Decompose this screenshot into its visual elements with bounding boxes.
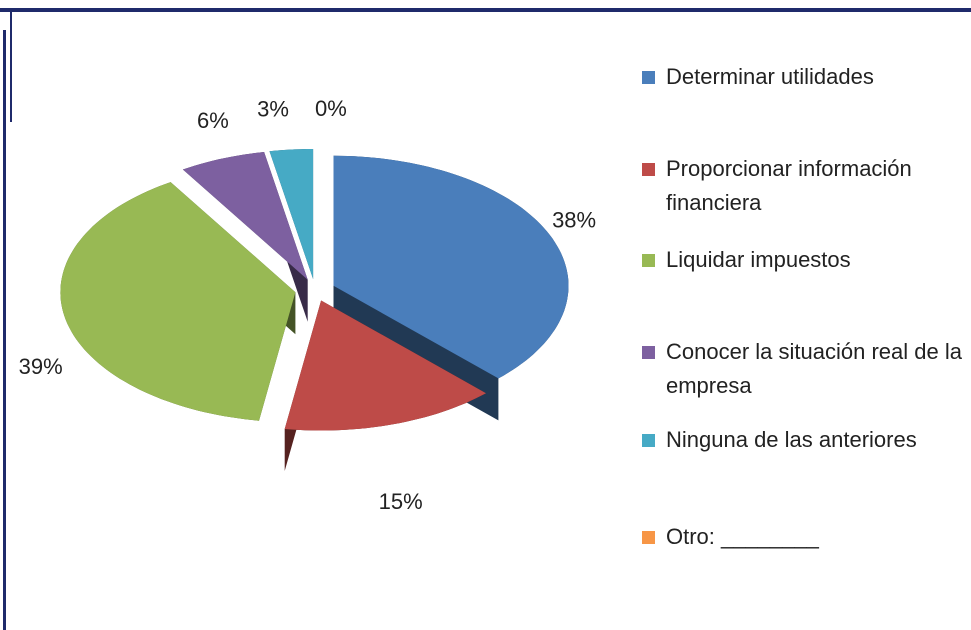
- legend-label: Liquidar impuestos: [666, 247, 851, 272]
- data-label: 3%: [257, 97, 289, 122]
- data-label: 0%: [315, 96, 347, 121]
- legend-key: [642, 434, 655, 447]
- frame-left: [3, 30, 6, 630]
- slice: [269, 149, 314, 279]
- legend-key: [642, 346, 655, 359]
- data-label: 6%: [197, 108, 229, 133]
- frame-top: [0, 0, 971, 12]
- data-label: 15%: [379, 489, 423, 514]
- slice: [284, 300, 486, 431]
- legend-key: [642, 71, 655, 84]
- legend-item: Liquidar impuestos: [642, 243, 971, 277]
- legend-key: [642, 531, 655, 544]
- legend-label: Determinar utilidades: [666, 64, 874, 89]
- legend-label: Conocer la situación real de la empresa: [666, 339, 962, 398]
- legend-key: [642, 163, 655, 176]
- data-label: 38%: [552, 208, 596, 233]
- legend-item: Proporcionar información financiera: [642, 152, 971, 220]
- data-label: 39%: [19, 354, 63, 379]
- slice: [333, 155, 569, 379]
- slice: [182, 152, 308, 280]
- legend-label: Otro: ________: [666, 524, 819, 549]
- legend-label: Proporcionar información financiera: [666, 156, 912, 215]
- slice: [60, 182, 296, 421]
- legend-key: [642, 254, 655, 267]
- legend-item: Determinar utilidades: [642, 60, 971, 94]
- legend-label: Ninguna de las anteriores: [666, 427, 917, 452]
- legend-item: Conocer la situación real de la empresa: [642, 335, 971, 403]
- legend-item: Otro: ________: [642, 520, 971, 554]
- legend-item: Ninguna de las anteriores: [642, 423, 971, 457]
